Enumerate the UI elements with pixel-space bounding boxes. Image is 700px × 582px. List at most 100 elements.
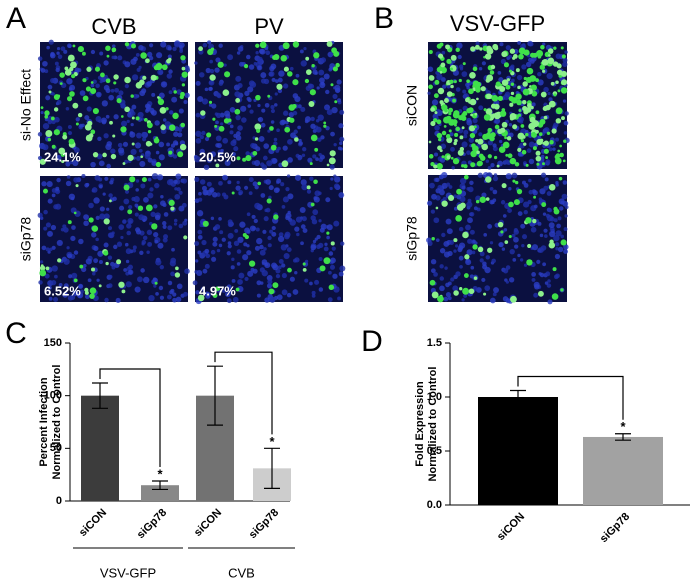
infected-cell [471,143,476,149]
nucleus [508,277,515,283]
nucleus [286,174,291,178]
infected-cell [445,134,451,139]
nucleus [564,50,568,54]
nucleus [128,220,132,224]
nucleus [543,228,548,233]
nucleus [40,110,44,115]
infected-cell [236,156,241,161]
nucleus [463,134,468,139]
infected-cell [518,53,524,60]
nucleus [243,242,248,247]
nucleus [197,95,204,103]
nucleus [487,140,494,146]
nucleus [229,107,236,113]
nucleus [292,289,299,295]
nucleus [513,236,519,243]
nucleus [521,64,527,70]
nucleus [95,83,100,88]
nucleus [282,145,288,151]
infected-cell [487,154,492,159]
nucleus [215,135,222,142]
nucleus [536,259,541,264]
nucleus [204,87,209,92]
nucleus [427,240,433,246]
nucleus [155,292,159,296]
infected-cell [283,66,289,72]
nucleus [41,245,47,251]
infected-cell [440,62,446,68]
nucleus [248,64,255,70]
nucleus [45,222,51,228]
nucleus [54,274,58,279]
nucleus [98,177,103,182]
x-tick-label: siGp78 [135,507,169,541]
infected-cell [463,273,469,278]
nucleus [316,234,321,240]
nucleus [173,131,179,137]
nucleus [452,285,459,292]
nucleus [266,283,273,289]
nucleus [135,227,141,233]
infected-cell [428,84,433,90]
nucleus [555,181,559,185]
nucleus [287,139,293,145]
infected-cell [214,124,218,128]
nucleus [528,141,535,148]
infected-cell [105,45,111,51]
nucleus [493,173,498,177]
nucleus [248,177,254,183]
infected-cell [452,98,457,103]
nucleus [103,60,109,66]
nucleus [152,277,157,282]
nucleus [168,69,173,74]
nucleus [170,143,176,148]
nucleus [501,247,506,251]
nucleus [265,179,271,185]
nucleus [85,258,92,265]
nucleus [174,193,181,200]
infected-cell [436,132,443,139]
nucleus [102,192,106,196]
nucleus [218,216,222,221]
nucleus [108,94,115,101]
nucleus [511,172,518,179]
nucleus [263,216,269,222]
nucleus [483,233,488,237]
infected-cell [532,218,537,224]
nucleus [175,173,182,180]
infected-cell [516,188,523,195]
nucleus [142,235,148,241]
nucleus [319,77,325,84]
infected-cell [552,267,557,272]
nucleus [564,111,569,116]
nucleus [323,73,330,80]
nucleus [542,42,546,46]
infected-cell [446,155,451,160]
nucleus [106,163,111,169]
nucleus [119,205,125,211]
infected-cell [103,218,110,225]
nucleus [277,265,282,270]
infected-cell [331,47,337,54]
nucleus [108,274,113,279]
infected-cell [124,42,130,47]
infected-cell [508,96,514,102]
infected-cell [210,47,215,51]
infected-cell [562,159,566,163]
nucleus [466,150,471,155]
infected-cell [536,162,540,166]
nucleus [237,236,244,243]
infected-cell [508,69,513,73]
infected-cell [458,78,462,83]
nucleus [563,131,568,135]
nucleus [167,46,172,51]
nucleus [126,266,131,272]
nucleus [292,258,298,263]
nucleus [226,284,232,290]
infected-cell [503,62,509,68]
nucleus [327,51,334,58]
nucleus [63,258,70,265]
nucleus [125,248,132,255]
nucleus [547,279,551,283]
nucleus [285,187,290,192]
